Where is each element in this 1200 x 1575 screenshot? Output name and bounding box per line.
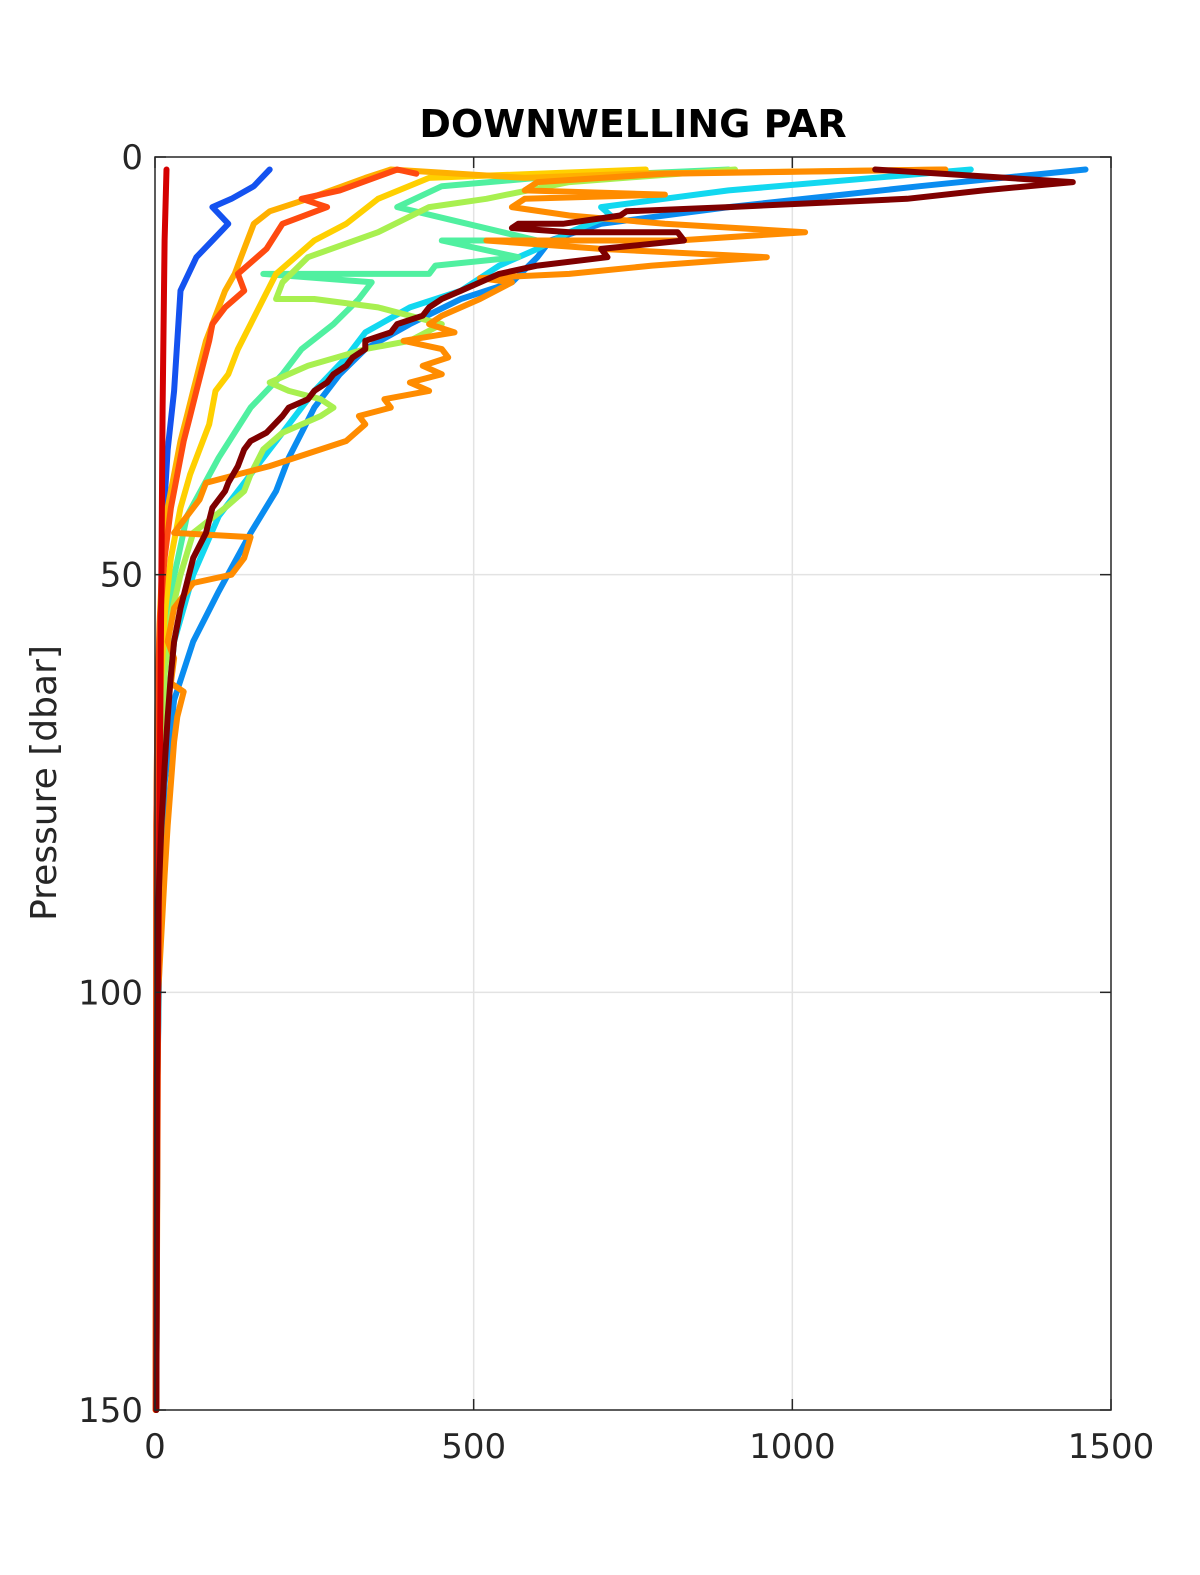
chart-title: DOWNWELLING PAR xyxy=(419,102,846,146)
series-line-3 xyxy=(153,166,732,1413)
plot-frame xyxy=(154,156,1112,1411)
x-tick-label-2: 1000 xyxy=(749,1427,836,1467)
x-tick-label-3: 1500 xyxy=(1068,1427,1155,1467)
grid xyxy=(155,157,1111,1410)
series-lines xyxy=(152,166,1089,1413)
y-tick-label-0: 0 xyxy=(121,138,143,178)
series-line-6 xyxy=(152,166,949,1413)
series-line-2 xyxy=(153,166,974,1413)
x-tick-label-1: 500 xyxy=(441,1427,506,1467)
y-axis-label: Pressure [dbar] xyxy=(24,645,65,921)
x-tick-label-0: 0 xyxy=(144,1427,166,1467)
y-tick-label-2: 100 xyxy=(78,973,143,1013)
series-line-4 xyxy=(153,166,738,1413)
y-tick-label-3: 150 xyxy=(78,1391,143,1431)
series-line-8 xyxy=(152,166,420,1413)
y-tick-label-1: 50 xyxy=(100,556,143,596)
axis-ticks: 0 500 1000 1500 0 50 100 150 xyxy=(78,138,1154,1467)
series-line-5 xyxy=(152,166,649,1413)
series-line-7 xyxy=(153,166,949,1413)
series-line-10 xyxy=(153,166,1076,1413)
